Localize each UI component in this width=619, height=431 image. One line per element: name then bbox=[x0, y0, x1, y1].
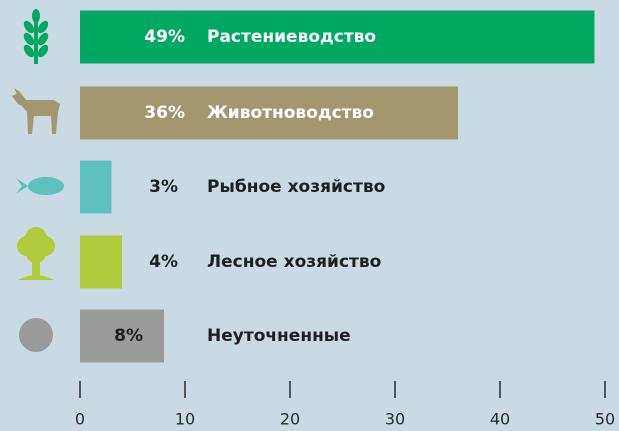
value-label: 8% bbox=[114, 326, 143, 346]
bar bbox=[80, 10, 595, 64]
x-tick-label: 50 bbox=[595, 410, 615, 429]
x-tick-label: 20 bbox=[280, 410, 300, 429]
bar bbox=[80, 86, 458, 140]
value-label: 3% bbox=[149, 177, 178, 197]
icon-circle bbox=[19, 318, 53, 352]
icon-fish bbox=[16, 177, 64, 195]
x-tick-label: 0 bbox=[75, 410, 85, 429]
x-tick-label: 40 bbox=[490, 410, 510, 429]
icon-goat bbox=[12, 88, 60, 134]
category-label: Лесное хозяйство bbox=[207, 252, 381, 272]
category-label: Растениеводство bbox=[207, 27, 376, 47]
x-tick-label: 10 bbox=[175, 410, 195, 429]
bar bbox=[80, 160, 112, 214]
value-label: 4% bbox=[149, 252, 178, 272]
category-label: Неуточненные bbox=[207, 326, 351, 346]
category-label: Животноводство bbox=[207, 103, 374, 123]
icon-tree bbox=[17, 227, 55, 280]
value-label: 36% bbox=[144, 103, 185, 123]
category-label: Рыбное хозяйство bbox=[207, 177, 385, 197]
value-label: 49% bbox=[144, 27, 185, 47]
icon-wheat bbox=[23, 9, 49, 64]
x-tick-label: 30 bbox=[385, 410, 405, 429]
bar bbox=[80, 309, 164, 363]
bar bbox=[80, 235, 122, 289]
